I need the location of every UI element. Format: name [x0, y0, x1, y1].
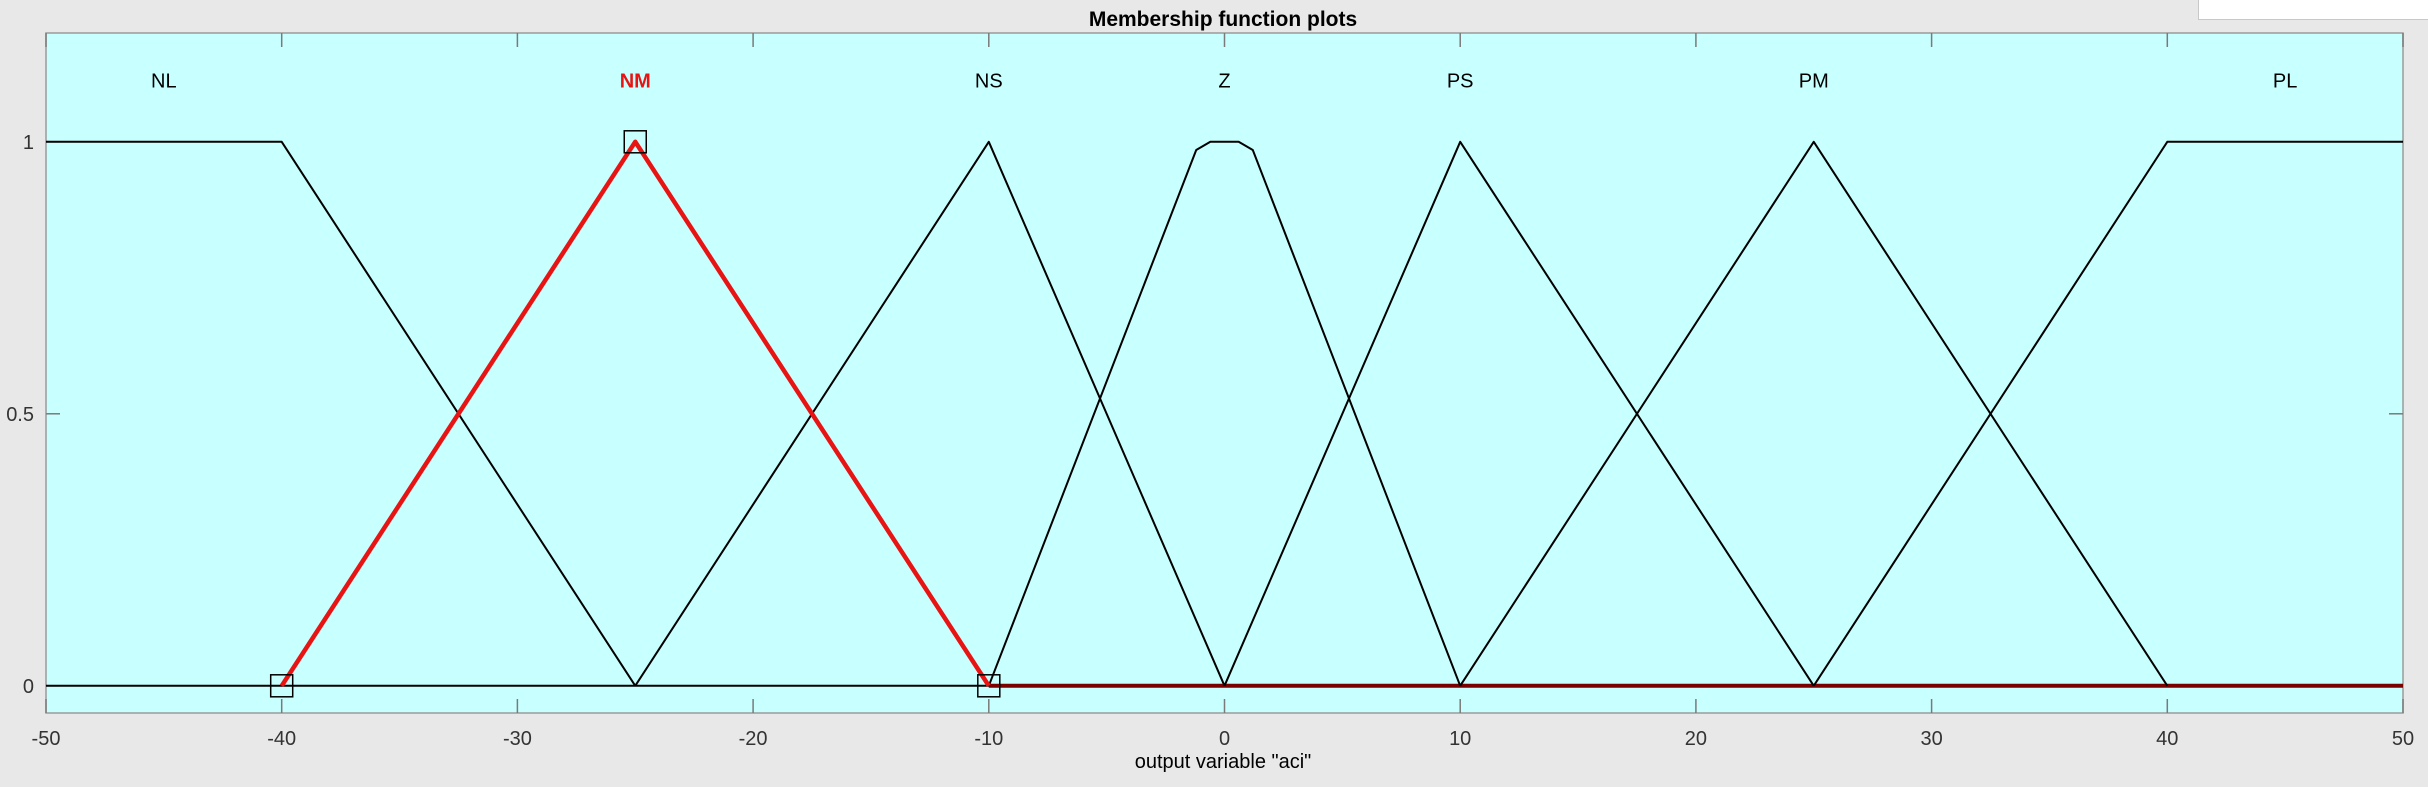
series-label-nm[interactable]: NM — [620, 70, 651, 92]
series-label-pl[interactable]: PL — [2273, 70, 2297, 92]
x-tick-label: 30 — [1920, 728, 1942, 750]
x-tick-label: -30 — [503, 728, 532, 750]
x-tick-label: 50 — [2392, 728, 2414, 750]
membership-line-ps[interactable] — [1223, 140, 1815, 687]
x-tick-label: -40 — [267, 728, 296, 750]
x-tick-label: -50 — [32, 728, 61, 750]
x-tick-label: 40 — [2156, 728, 2178, 750]
series-label-nl[interactable]: NL — [151, 70, 177, 92]
vertex-handle[interactable] — [623, 130, 647, 154]
selection-markers — [269, 130, 1001, 698]
series-layer — [46, 139, 2403, 688]
x-axis-label: output variable "aci" — [1135, 751, 1312, 773]
membership-line-nl[interactable] — [46, 140, 637, 687]
series-label-pm[interactable]: PM — [1799, 70, 1829, 92]
vertex-handle[interactable] — [269, 674, 294, 698]
plot-area[interactable] — [45, 32, 2404, 714]
series-label-ns[interactable]: NS — [975, 70, 1003, 92]
series-label-z[interactable]: Z — [1218, 70, 1230, 92]
vertex-handle[interactable] — [977, 674, 1001, 698]
x-tick-label: 0 — [1219, 728, 1230, 750]
membership-line-z[interactable] — [987, 140, 1462, 687]
x-tick-label: 20 — [1685, 728, 1707, 750]
membership-line-ns[interactable] — [634, 140, 1226, 687]
corner-input-box[interactable] — [2198, 0, 2428, 20]
series-label-ps[interactable]: PS — [1447, 70, 1474, 92]
series-labels: NL NM NS Z PS PM PL — [151, 70, 2297, 92]
y-tick-label: 0.5 — [6, 404, 34, 426]
y-tick-label: 0 — [23, 676, 34, 698]
membership-line-nm[interactable] — [279, 139, 991, 688]
x-tick-label: 10 — [1449, 728, 1471, 750]
x-tick-label: -20 — [739, 728, 768, 750]
x-tick-label: -10 — [974, 728, 1003, 750]
x-axis: -50 -40 -30 -20 -10 0 10 20 30 40 50 — [32, 33, 2414, 750]
membership-line-pm[interactable] — [1459, 140, 2169, 687]
y-tick-label: 1 — [23, 132, 34, 154]
membership-line-pl[interactable] — [1812, 140, 2403, 687]
chart-title: Membership function plots — [1089, 8, 1357, 31]
